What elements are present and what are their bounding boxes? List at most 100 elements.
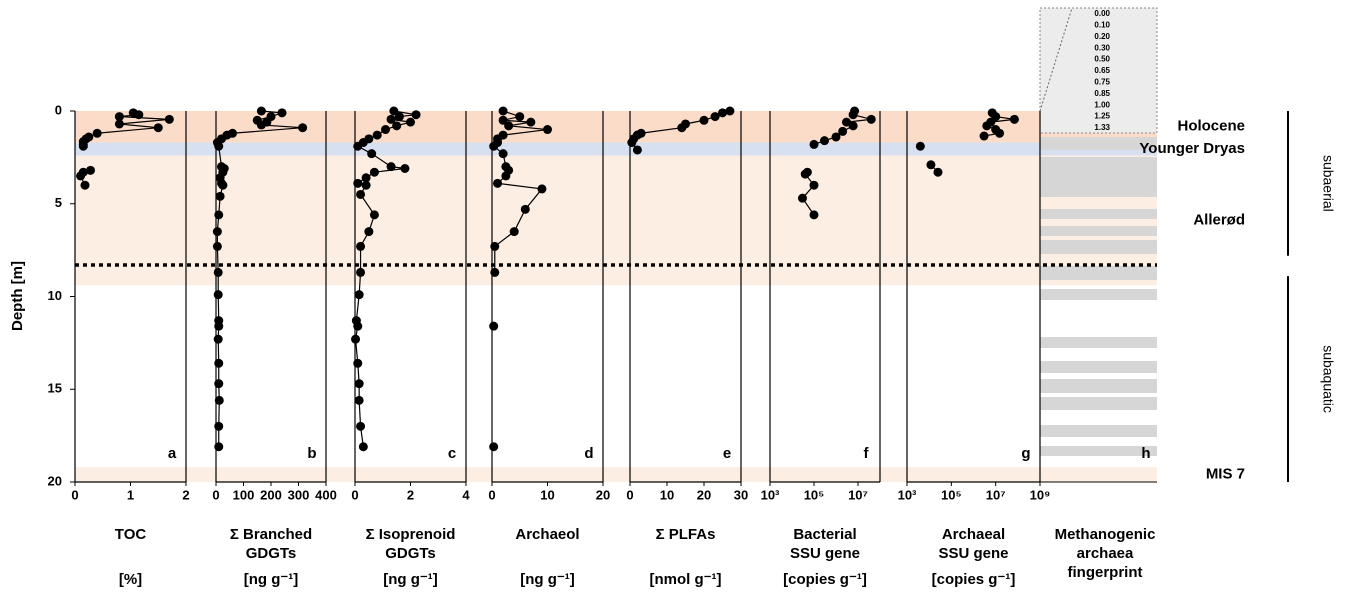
x-tick-label: 0 [71, 487, 78, 502]
inset-label: 1.00 [1094, 100, 1110, 109]
data-point [214, 359, 223, 368]
inset-label: 0.50 [1094, 55, 1110, 64]
panel-label: GDGTs [385, 545, 436, 562]
x-tick-label: 0 [488, 487, 495, 502]
y-tick-label: 0 [55, 102, 62, 117]
panel-label: Σ Isoprenoid [366, 526, 456, 543]
fingerprint-lane [1040, 379, 1157, 393]
data-point [916, 142, 925, 151]
x-tick-label: 300 [288, 487, 310, 502]
data-point [215, 396, 224, 405]
panel-label: fingerprint [1068, 564, 1143, 581]
data-point [213, 227, 222, 236]
data-point [982, 121, 991, 130]
data-point [214, 210, 223, 219]
data-point [214, 268, 223, 277]
data-point [257, 120, 266, 129]
page: {"depth_axis": {"label": "Depth [m]", "y… [0, 0, 1346, 594]
inset-label: 0.10 [1094, 21, 1110, 30]
x-tick-label: 10⁷ [848, 487, 868, 502]
data-point [214, 335, 223, 344]
data-point [356, 422, 365, 431]
x-tick-label: 20 [596, 487, 610, 502]
data-point [499, 149, 508, 158]
data-point [356, 268, 365, 277]
x-tick-label: 20 [697, 487, 711, 502]
data-point [798, 194, 807, 203]
x-tick-label: 200 [260, 487, 282, 502]
data-point [515, 112, 524, 121]
data-point [801, 170, 810, 179]
x-tick-label: 10³ [898, 487, 917, 502]
data-point [257, 107, 266, 116]
fingerprint-lane [1040, 266, 1157, 280]
data-point [214, 290, 223, 299]
data-point [832, 132, 841, 141]
zone-label: Younger Dryas [1139, 140, 1245, 157]
y-tick-label: 10 [48, 288, 62, 303]
data-point [76, 171, 85, 180]
data-point [79, 142, 88, 151]
data-point [214, 422, 223, 431]
data-point [298, 123, 307, 132]
data-point [115, 119, 124, 128]
zone-band [75, 143, 1157, 156]
panel-unit: [ng g⁻¹] [244, 571, 299, 588]
panel-letter: a [168, 445, 177, 462]
fingerprint-lane [1040, 240, 1157, 254]
inset-label: 0.20 [1094, 32, 1110, 41]
data-point [134, 110, 143, 119]
x-tick-label: 30 [734, 487, 748, 502]
fingerprint-lane [1040, 446, 1157, 456]
inset-label: 0.00 [1094, 9, 1110, 18]
data-point [490, 242, 499, 251]
inset-label: 0.85 [1094, 89, 1110, 98]
fingerprint-lane [1040, 226, 1157, 236]
data-point [980, 132, 989, 141]
phase-label: subaquatic [1320, 345, 1336, 413]
data-point [392, 121, 401, 130]
data-point [367, 149, 376, 158]
data-point [353, 322, 362, 331]
data-point [400, 164, 409, 173]
x-tick-label: 10³ [761, 487, 780, 502]
panel-letter: h [1141, 445, 1150, 462]
panel-label: Σ PLFAs [656, 526, 716, 543]
fingerprint-lane [1040, 209, 1157, 219]
data-point [355, 396, 364, 405]
x-tick-label: 0 [212, 487, 219, 502]
x-tick-label: 2 [407, 487, 414, 502]
data-point [353, 359, 362, 368]
data-point [218, 181, 227, 190]
data-point [849, 110, 858, 119]
panel-label: Σ Branched [230, 526, 312, 543]
data-point [627, 138, 636, 147]
data-point [810, 140, 819, 149]
x-tick-label: 1 [127, 487, 134, 502]
inset-label: 0.30 [1094, 43, 1110, 52]
data-point [395, 112, 404, 121]
x-tick-label: 2 [182, 487, 189, 502]
data-point [412, 110, 421, 119]
data-point [364, 227, 373, 236]
fingerprint-lane [1040, 157, 1157, 197]
panel-label: Methanogenic [1055, 526, 1156, 543]
panel-label: Bacterial [793, 526, 856, 543]
panel-letter: e [723, 445, 731, 462]
panel-label: SSU gene [938, 545, 1008, 562]
data-point [214, 442, 223, 451]
data-point [373, 131, 382, 140]
data-point [490, 268, 499, 277]
data-point [351, 335, 360, 344]
data-point [504, 121, 513, 130]
phase-label: subaerial [1320, 155, 1336, 212]
data-point [80, 181, 89, 190]
data-point [537, 184, 546, 193]
data-point [526, 118, 535, 127]
data-point [362, 181, 371, 190]
x-tick-label: 10⁹ [1030, 487, 1051, 502]
panel-label: Archaeal [942, 526, 1005, 543]
data-point [849, 121, 858, 130]
data-point [499, 107, 508, 116]
data-point [381, 125, 390, 134]
